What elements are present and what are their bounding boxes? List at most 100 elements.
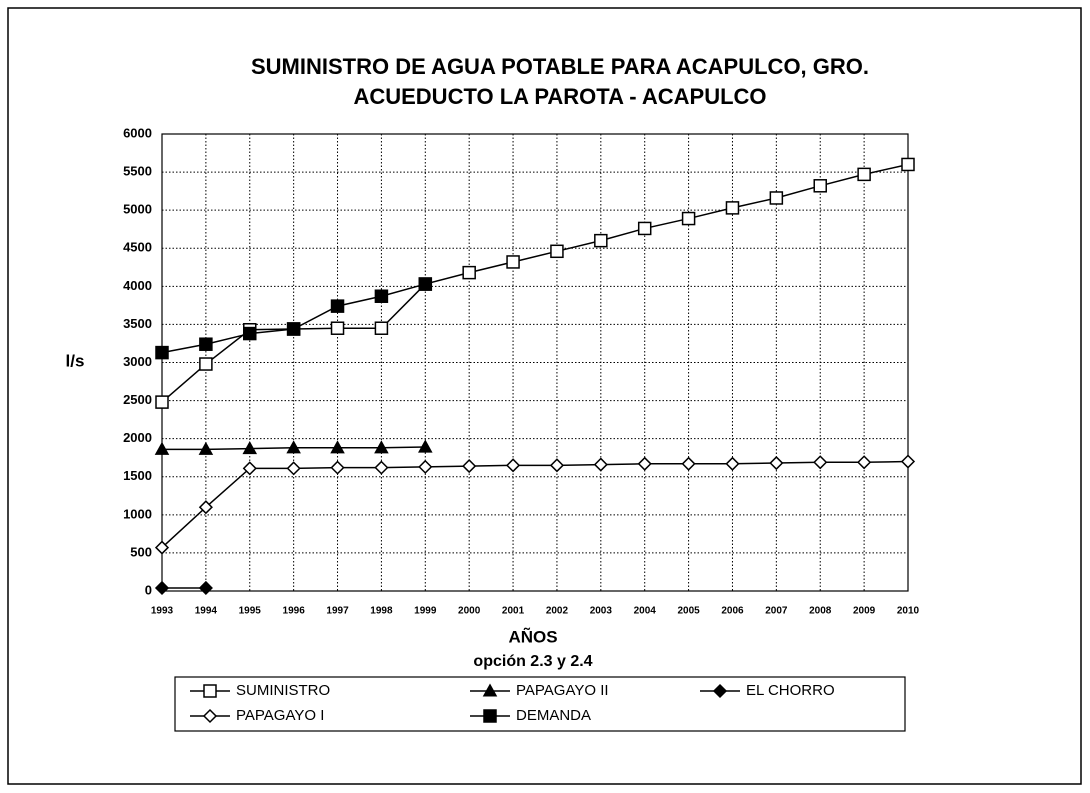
plot-area bbox=[161, 133, 909, 592]
marker bbox=[154, 540, 170, 555]
y-tick-label: 5000 bbox=[123, 202, 152, 217]
marker bbox=[594, 233, 608, 248]
x-tick-label: 2010 bbox=[897, 606, 920, 617]
marker bbox=[243, 326, 257, 341]
marker bbox=[462, 265, 476, 280]
marker bbox=[725, 201, 740, 215]
x-tick-label: 1996 bbox=[283, 606, 306, 617]
x-tick-label: 2003 bbox=[590, 606, 613, 617]
x-tick-label: 1995 bbox=[239, 606, 262, 617]
x-tick-label: 2002 bbox=[546, 606, 569, 617]
marker bbox=[900, 454, 916, 469]
y-tick-label: 2000 bbox=[123, 430, 152, 445]
x-tick-label: 2007 bbox=[765, 606, 788, 617]
marker bbox=[242, 461, 257, 476]
marker bbox=[482, 683, 498, 697]
marker bbox=[330, 321, 345, 335]
x-tick-label: 1994 bbox=[195, 606, 218, 617]
marker bbox=[418, 459, 433, 474]
marker bbox=[637, 221, 652, 236]
marker bbox=[198, 500, 213, 515]
marker bbox=[550, 244, 564, 259]
y-tick-label: 0 bbox=[145, 582, 152, 597]
marker bbox=[901, 157, 915, 172]
y-tick-label: 3500 bbox=[123, 316, 152, 331]
y-tick-label: 500 bbox=[130, 544, 152, 559]
y-tick-label: 4000 bbox=[123, 278, 152, 293]
marker bbox=[330, 440, 345, 454]
frame bbox=[7, 7, 1082, 785]
marker bbox=[769, 191, 784, 205]
marker bbox=[857, 167, 871, 182]
x-tick-label: 2001 bbox=[502, 606, 525, 617]
marker bbox=[203, 684, 217, 698]
marker bbox=[374, 460, 389, 475]
y-axis-label: l/s bbox=[66, 351, 85, 370]
x-tick-label: 2009 bbox=[853, 606, 876, 617]
series-line bbox=[161, 163, 909, 403]
marker bbox=[418, 439, 433, 453]
series-line bbox=[161, 460, 909, 549]
marker bbox=[199, 357, 213, 371]
marker bbox=[813, 455, 828, 470]
marker bbox=[286, 461, 301, 476]
chart-title: SUMINISTRO DE AGUA POTABLE PARA ACAPULCO… bbox=[251, 54, 869, 79]
y-tick-label: 3000 bbox=[123, 354, 152, 369]
y-tick-label: 4500 bbox=[123, 240, 152, 255]
marker bbox=[857, 455, 872, 470]
marker bbox=[813, 179, 827, 193]
marker bbox=[286, 440, 301, 454]
x-tick-label: 1999 bbox=[414, 606, 437, 617]
legend-label: DEMANDA bbox=[516, 707, 591, 724]
marker bbox=[462, 459, 477, 474]
x-tick-label: 2008 bbox=[809, 606, 832, 617]
marker bbox=[198, 580, 213, 596]
x-tick-label: 2000 bbox=[458, 606, 481, 617]
marker bbox=[725, 456, 740, 471]
marker bbox=[505, 458, 521, 473]
legend-label: EL CHORRO bbox=[746, 682, 835, 699]
x-tick-label: 1998 bbox=[370, 606, 393, 617]
marker bbox=[286, 322, 301, 336]
y-tick-label: 2500 bbox=[123, 392, 152, 407]
chart-subtitle: ACUEDUCTO LA PAROTA - ACAPULCO bbox=[353, 84, 766, 109]
marker bbox=[483, 709, 497, 723]
marker bbox=[681, 456, 696, 471]
x-tick-label: 2006 bbox=[721, 606, 744, 617]
marker bbox=[155, 395, 169, 409]
x-tick-label: 2004 bbox=[634, 606, 657, 617]
marker bbox=[418, 277, 433, 291]
marker bbox=[154, 580, 170, 596]
x-tick-label: 1997 bbox=[326, 606, 349, 617]
marker bbox=[242, 441, 258, 455]
marker bbox=[712, 683, 728, 699]
y-tick-label: 6000 bbox=[123, 125, 152, 140]
marker bbox=[549, 458, 565, 473]
x-tick-label: 2005 bbox=[677, 606, 700, 617]
x-axis-label: AÑOS bbox=[508, 626, 557, 646]
marker bbox=[374, 289, 389, 303]
legend bbox=[174, 676, 906, 732]
marker bbox=[637, 456, 652, 471]
legend-label: SUMINISTRO bbox=[236, 682, 330, 699]
marker bbox=[374, 440, 389, 454]
marker bbox=[330, 299, 345, 313]
marker bbox=[374, 321, 389, 335]
marker bbox=[198, 441, 214, 455]
legend-label: PAPAGAYO I bbox=[236, 707, 324, 724]
marker bbox=[154, 441, 170, 455]
y-tick-label: 1500 bbox=[123, 468, 152, 483]
marker bbox=[769, 455, 784, 471]
y-tick-label: 5500 bbox=[123, 164, 152, 179]
marker bbox=[681, 211, 696, 226]
marker bbox=[330, 460, 345, 475]
marker bbox=[155, 345, 169, 360]
legend-label: PAPAGAYO II bbox=[516, 682, 609, 699]
marker bbox=[506, 255, 520, 269]
marker bbox=[202, 708, 218, 724]
y-tick-label: 1000 bbox=[123, 506, 152, 521]
marker bbox=[593, 457, 608, 472]
x-tick-label: 1993 bbox=[151, 606, 174, 617]
marker bbox=[199, 337, 213, 351]
